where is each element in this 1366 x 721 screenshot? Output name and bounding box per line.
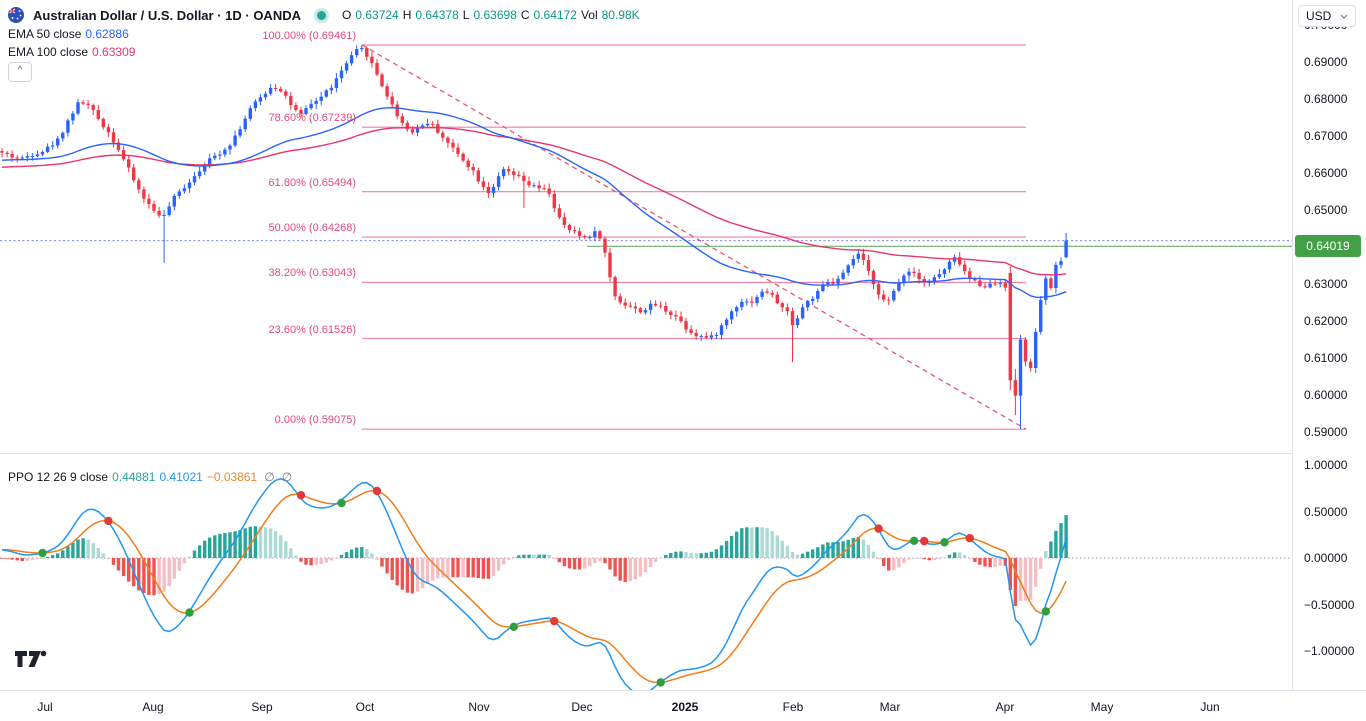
low-value: 0.63698 bbox=[473, 8, 517, 22]
ppo-bull-cross-dot bbox=[1041, 607, 1051, 616]
price-tick-label: 0.61000 bbox=[1304, 351, 1348, 365]
high-value: 0.64378 bbox=[415, 8, 459, 22]
ppo-bull-cross-dot bbox=[909, 536, 919, 545]
currency-button[interactable]: USD bbox=[1298, 5, 1356, 27]
caret-up-icon: ^ bbox=[17, 65, 23, 76]
high-label: H bbox=[402, 8, 412, 22]
ppo-bear-cross-dot bbox=[104, 516, 113, 526]
time-tick-label: 2025 bbox=[671, 700, 699, 714]
ema50-value: 0.62886 bbox=[85, 27, 129, 41]
chevron-down-icon bbox=[1340, 14, 1348, 19]
ema100-label: EMA 100 close bbox=[8, 45, 89, 59]
ppo-legend-row[interactable]: PPO 12 26 9 close 0.44881 0.41021 −0.038… bbox=[8, 470, 292, 484]
ppo-bear-cross-dot bbox=[874, 524, 883, 533]
ppo-bull-cross-dot bbox=[185, 608, 194, 617]
close-value: 0.64172 bbox=[533, 8, 577, 22]
last-price-label: 0.64019 bbox=[1295, 235, 1361, 257]
low-label: L bbox=[462, 8, 470, 22]
price-tick-label: 0.62000 bbox=[1304, 314, 1348, 328]
time-tick-label: Mar bbox=[879, 700, 901, 714]
fib-trendline[interactable] bbox=[361, 44, 1027, 430]
ppo-bull-cross-dot bbox=[940, 538, 949, 547]
ppo-bull-cross-dot bbox=[337, 498, 346, 508]
time-axis[interactable]: Jul Aug Sep Oct Nov Dec 2025 Feb Mar Apr May Jun bbox=[0, 690, 1366, 721]
price-tick-label: 0.65000 bbox=[1304, 203, 1348, 217]
ppo-title: PPO 12 26 9 close bbox=[8, 470, 109, 484]
price-tick-label: 0.60000 bbox=[1304, 388, 1348, 402]
ppo-histogram[interactable] bbox=[0, 515, 1068, 607]
empty-set-icon: ∅ bbox=[264, 470, 275, 484]
ppo-tick-label: 1.00000 bbox=[1304, 458, 1348, 472]
ppo-value-1: 0.44881 bbox=[112, 470, 156, 484]
legend-collapse-button[interactable]: ^ bbox=[8, 62, 32, 82]
ema50-label: EMA 50 close bbox=[8, 27, 82, 41]
ppo-value-3: −0.03861 bbox=[206, 470, 258, 484]
open-value: 0.63724 bbox=[355, 8, 399, 22]
time-tick-label: Nov bbox=[468, 700, 490, 714]
ppo-bear-cross-dot bbox=[550, 616, 559, 626]
ppo-tick-label: 0.00000 bbox=[1304, 551, 1348, 565]
volume-label: Vol bbox=[580, 8, 598, 22]
price-tick-label: 0.63000 bbox=[1304, 277, 1348, 291]
time-tick-label: Feb bbox=[782, 700, 804, 714]
ppo-tick-label: −0.50000 bbox=[1304, 597, 1355, 612]
ppo-bull-cross-dot bbox=[509, 622, 518, 631]
time-tick-label: May bbox=[1090, 700, 1114, 714]
time-tick-label: Aug bbox=[142, 700, 164, 714]
ppo-tick-label: 0.50000 bbox=[1304, 504, 1348, 519]
currency-label: USD bbox=[1306, 9, 1332, 23]
price-tick-label: 0.69000 bbox=[1304, 55, 1348, 69]
price-tick-label: 0.66000 bbox=[1304, 166, 1348, 180]
australia-flag-icon bbox=[8, 7, 24, 23]
ema100-value: 0.63309 bbox=[92, 45, 136, 59]
ppo-bear-cross-dot bbox=[920, 536, 929, 546]
tradingview-logo[interactable] bbox=[13, 648, 51, 670]
time-tick-label: Jun bbox=[1200, 700, 1220, 714]
price-tick-label: 0.68000 bbox=[1304, 92, 1348, 106]
time-tick-label: Sep bbox=[251, 700, 273, 714]
price-tick-label: 0.67000 bbox=[1304, 129, 1348, 143]
time-tick-label: Dec bbox=[571, 700, 593, 714]
symbol-legend-row[interactable]: Australian Dollar / U.S. Dollar · 1D · O… bbox=[8, 7, 640, 23]
ema100-line[interactable] bbox=[1, 126, 1067, 276]
chart-canvas[interactable] bbox=[0, 0, 1292, 690]
ppo-bull-cross-dot bbox=[656, 678, 665, 687]
empty-set-icon: ∅ bbox=[281, 470, 293, 484]
close-label: C bbox=[520, 8, 530, 22]
ppo-bull-cross-dot bbox=[38, 548, 47, 558]
ppo-tick-label: −1.00000 bbox=[1304, 644, 1355, 658]
ema50-legend-row[interactable]: EMA 50 close 0.62886 bbox=[8, 27, 129, 41]
symbol-title: Australian Dollar / U.S. Dollar · 1D · O… bbox=[33, 7, 301, 23]
ppo-value-2: 0.41021 bbox=[159, 470, 203, 484]
market-status-dot bbox=[317, 10, 326, 20]
ema50-line[interactable] bbox=[1, 106, 1067, 299]
ppo-line[interactable] bbox=[1, 478, 1067, 690]
ppo-bear-cross-dot bbox=[372, 486, 382, 496]
ema100-legend-row[interactable]: EMA 100 close 0.63309 bbox=[8, 45, 135, 59]
candlestick-series[interactable] bbox=[0, 44, 1068, 430]
time-tick-label: Jul bbox=[37, 700, 53, 714]
ppo-bear-cross-dot bbox=[296, 491, 306, 500]
open-label: O bbox=[342, 8, 352, 22]
volume-value: 80.98K bbox=[601, 8, 640, 22]
time-tick-label: Apr bbox=[995, 700, 1015, 714]
ppo-signal-line[interactable] bbox=[1, 489, 1067, 684]
ppo-bear-cross-dot bbox=[965, 534, 974, 543]
price-axis[interactable]: USD 0.64019 0.700000.690000.680000.67000… bbox=[1292, 0, 1366, 690]
price-tick-label: 0.59000 bbox=[1304, 425, 1348, 439]
pane-separator[interactable] bbox=[0, 453, 1366, 454]
time-tick-label: Oct bbox=[355, 700, 375, 714]
